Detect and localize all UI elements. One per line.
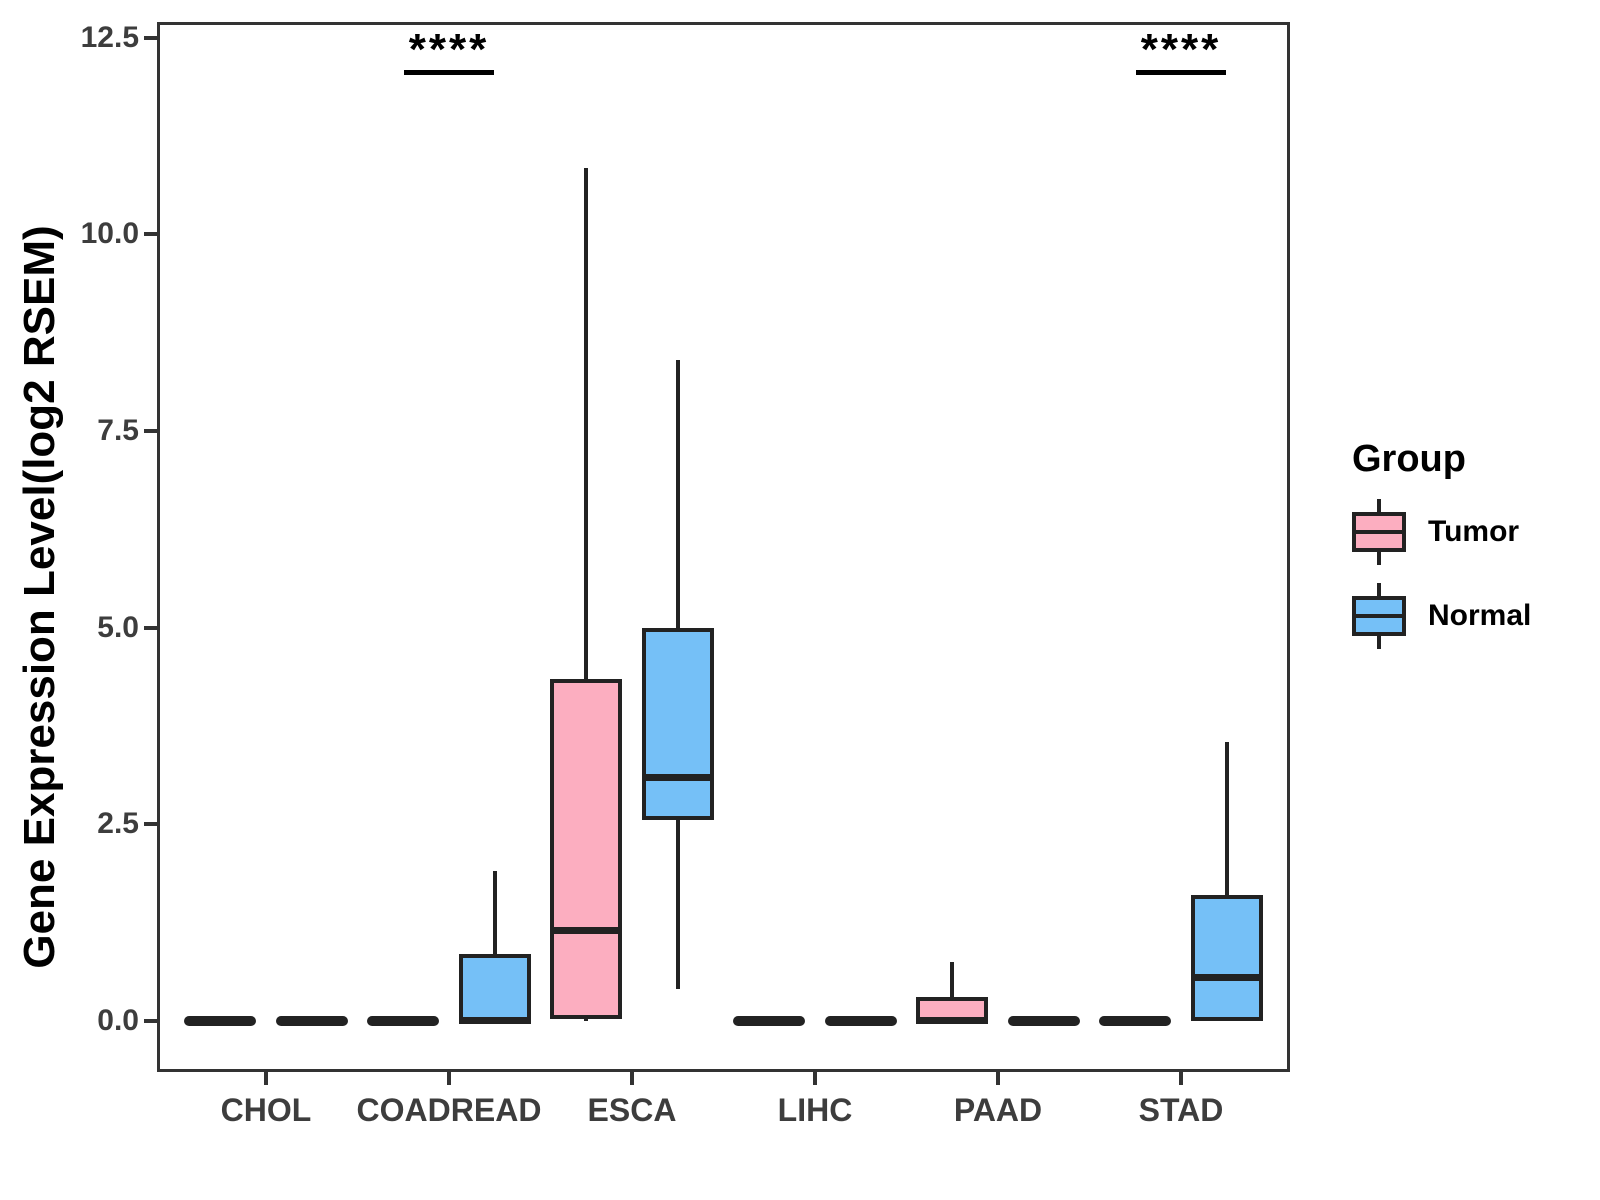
plot-panel	[157, 22, 1290, 1072]
x-category-label: PAAD	[953, 1092, 1043, 1128]
legend-glyph-normal	[1352, 583, 1406, 649]
y-tick	[144, 625, 157, 630]
boxplot-box	[642, 627, 714, 821]
x-tick	[264, 1072, 268, 1085]
boxplot-whisker	[950, 961, 954, 1021]
legend: Group Tumor Normal	[1352, 438, 1592, 667]
legend-item-tumor: Tumor	[1352, 499, 1592, 565]
boxplot-whisker	[493, 871, 497, 1021]
x-category-label: COADREAD	[356, 1092, 542, 1128]
significance-underline	[1136, 70, 1226, 75]
y-tick-label: 2.5	[97, 807, 139, 841]
x-category-label: CHOL	[220, 1092, 312, 1128]
y-tick-label: 10.0	[80, 217, 139, 251]
boxplot-median	[550, 926, 622, 934]
boxplot-flat	[184, 1015, 256, 1026]
x-category-label: LIHC	[777, 1092, 853, 1128]
x-tick	[447, 1072, 451, 1085]
boxplot-box	[459, 954, 531, 1021]
legend-glyph-median	[1352, 530, 1406, 534]
legend-title: Group	[1352, 438, 1466, 480]
y-tick	[144, 428, 157, 433]
legend-glyph-median	[1352, 614, 1406, 618]
boxplot-flat	[825, 1015, 897, 1026]
y-tick	[144, 822, 157, 827]
legend-label-tumor: Tumor	[1428, 515, 1520, 548]
boxplot-flat	[276, 1015, 348, 1026]
boxplot-flat	[1099, 1015, 1171, 1026]
y-tick-label: 12.5	[80, 20, 139, 54]
y-tick	[144, 232, 157, 237]
boxplot-median	[642, 773, 714, 781]
boxplot-box	[550, 678, 622, 1020]
significance-stars: ****	[1140, 25, 1222, 74]
x-tick	[996, 1072, 1000, 1085]
x-tick	[1179, 1072, 1183, 1085]
boxplot-median	[459, 1017, 531, 1025]
significance-underline	[404, 70, 494, 75]
boxplot-flat	[733, 1015, 805, 1026]
y-tick-label: 7.5	[97, 413, 139, 447]
legend-label-normal: Normal	[1428, 599, 1532, 632]
y-axis-title: Gene Expression Level(log2 RSEM)	[15, 225, 64, 969]
x-tick	[813, 1072, 817, 1085]
boxplot-median	[916, 1017, 988, 1025]
legend-item-normal: Normal	[1352, 583, 1592, 649]
y-tick	[144, 35, 157, 40]
x-tick	[630, 1072, 634, 1085]
boxplot-whisker	[1225, 741, 1229, 1021]
boxplot-flat	[367, 1015, 439, 1026]
boxplot-median	[1191, 974, 1263, 982]
y-tick-label: 0.0	[97, 1003, 139, 1037]
legend-glyph-tumor	[1352, 499, 1406, 565]
x-category-label: ESCA	[587, 1092, 677, 1128]
boxplot-flat	[1008, 1015, 1080, 1026]
x-category-label: STAD	[1138, 1092, 1224, 1128]
y-tick-label: 5.0	[97, 610, 139, 644]
significance-stars: ****	[408, 25, 490, 74]
y-tick	[144, 1018, 157, 1023]
boxplot-whisker	[584, 167, 588, 1021]
boxplot-box	[1191, 895, 1263, 1021]
